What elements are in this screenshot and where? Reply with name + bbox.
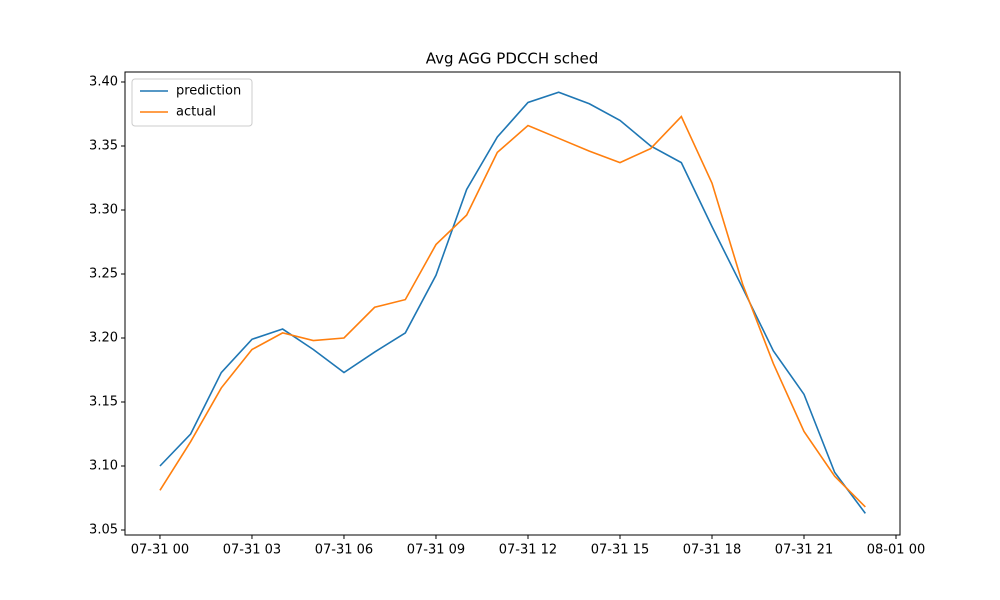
y-tick-label: 3.20 (89, 330, 118, 345)
plot-frame (124, 71, 901, 536)
y-tick-label: 3.10 (89, 459, 118, 474)
y-tick-label: 3.05 (89, 523, 118, 538)
line-series (159, 91, 866, 514)
x-tick-label: 07-31 12 (499, 543, 557, 558)
legend-label: actual (176, 105, 216, 120)
x-tick-label: 08-01 00 (867, 543, 925, 558)
y-tick-label: 3.25 (89, 266, 118, 281)
legend-label: prediction (176, 84, 241, 99)
chart-title: Avg AGG PDCCH sched (426, 50, 598, 68)
x-tick-label: 07-31 09 (407, 543, 465, 558)
line-series (159, 115, 866, 508)
x-tick-label: 07-31 15 (591, 543, 649, 558)
x-tick-label: 07-31 21 (775, 543, 833, 558)
x-tick-label: 07-31 03 (223, 543, 281, 558)
y-tick-label: 3.40 (89, 74, 118, 89)
x-tick-label: 07-31 00 (131, 543, 189, 558)
x-tick-label: 07-31 06 (315, 543, 373, 558)
y-tick-label: 3.35 (89, 138, 118, 153)
x-tick-label: 07-31 18 (683, 543, 741, 558)
y-tick-label: 3.15 (89, 395, 118, 410)
y-tick-label: 3.30 (89, 202, 118, 217)
